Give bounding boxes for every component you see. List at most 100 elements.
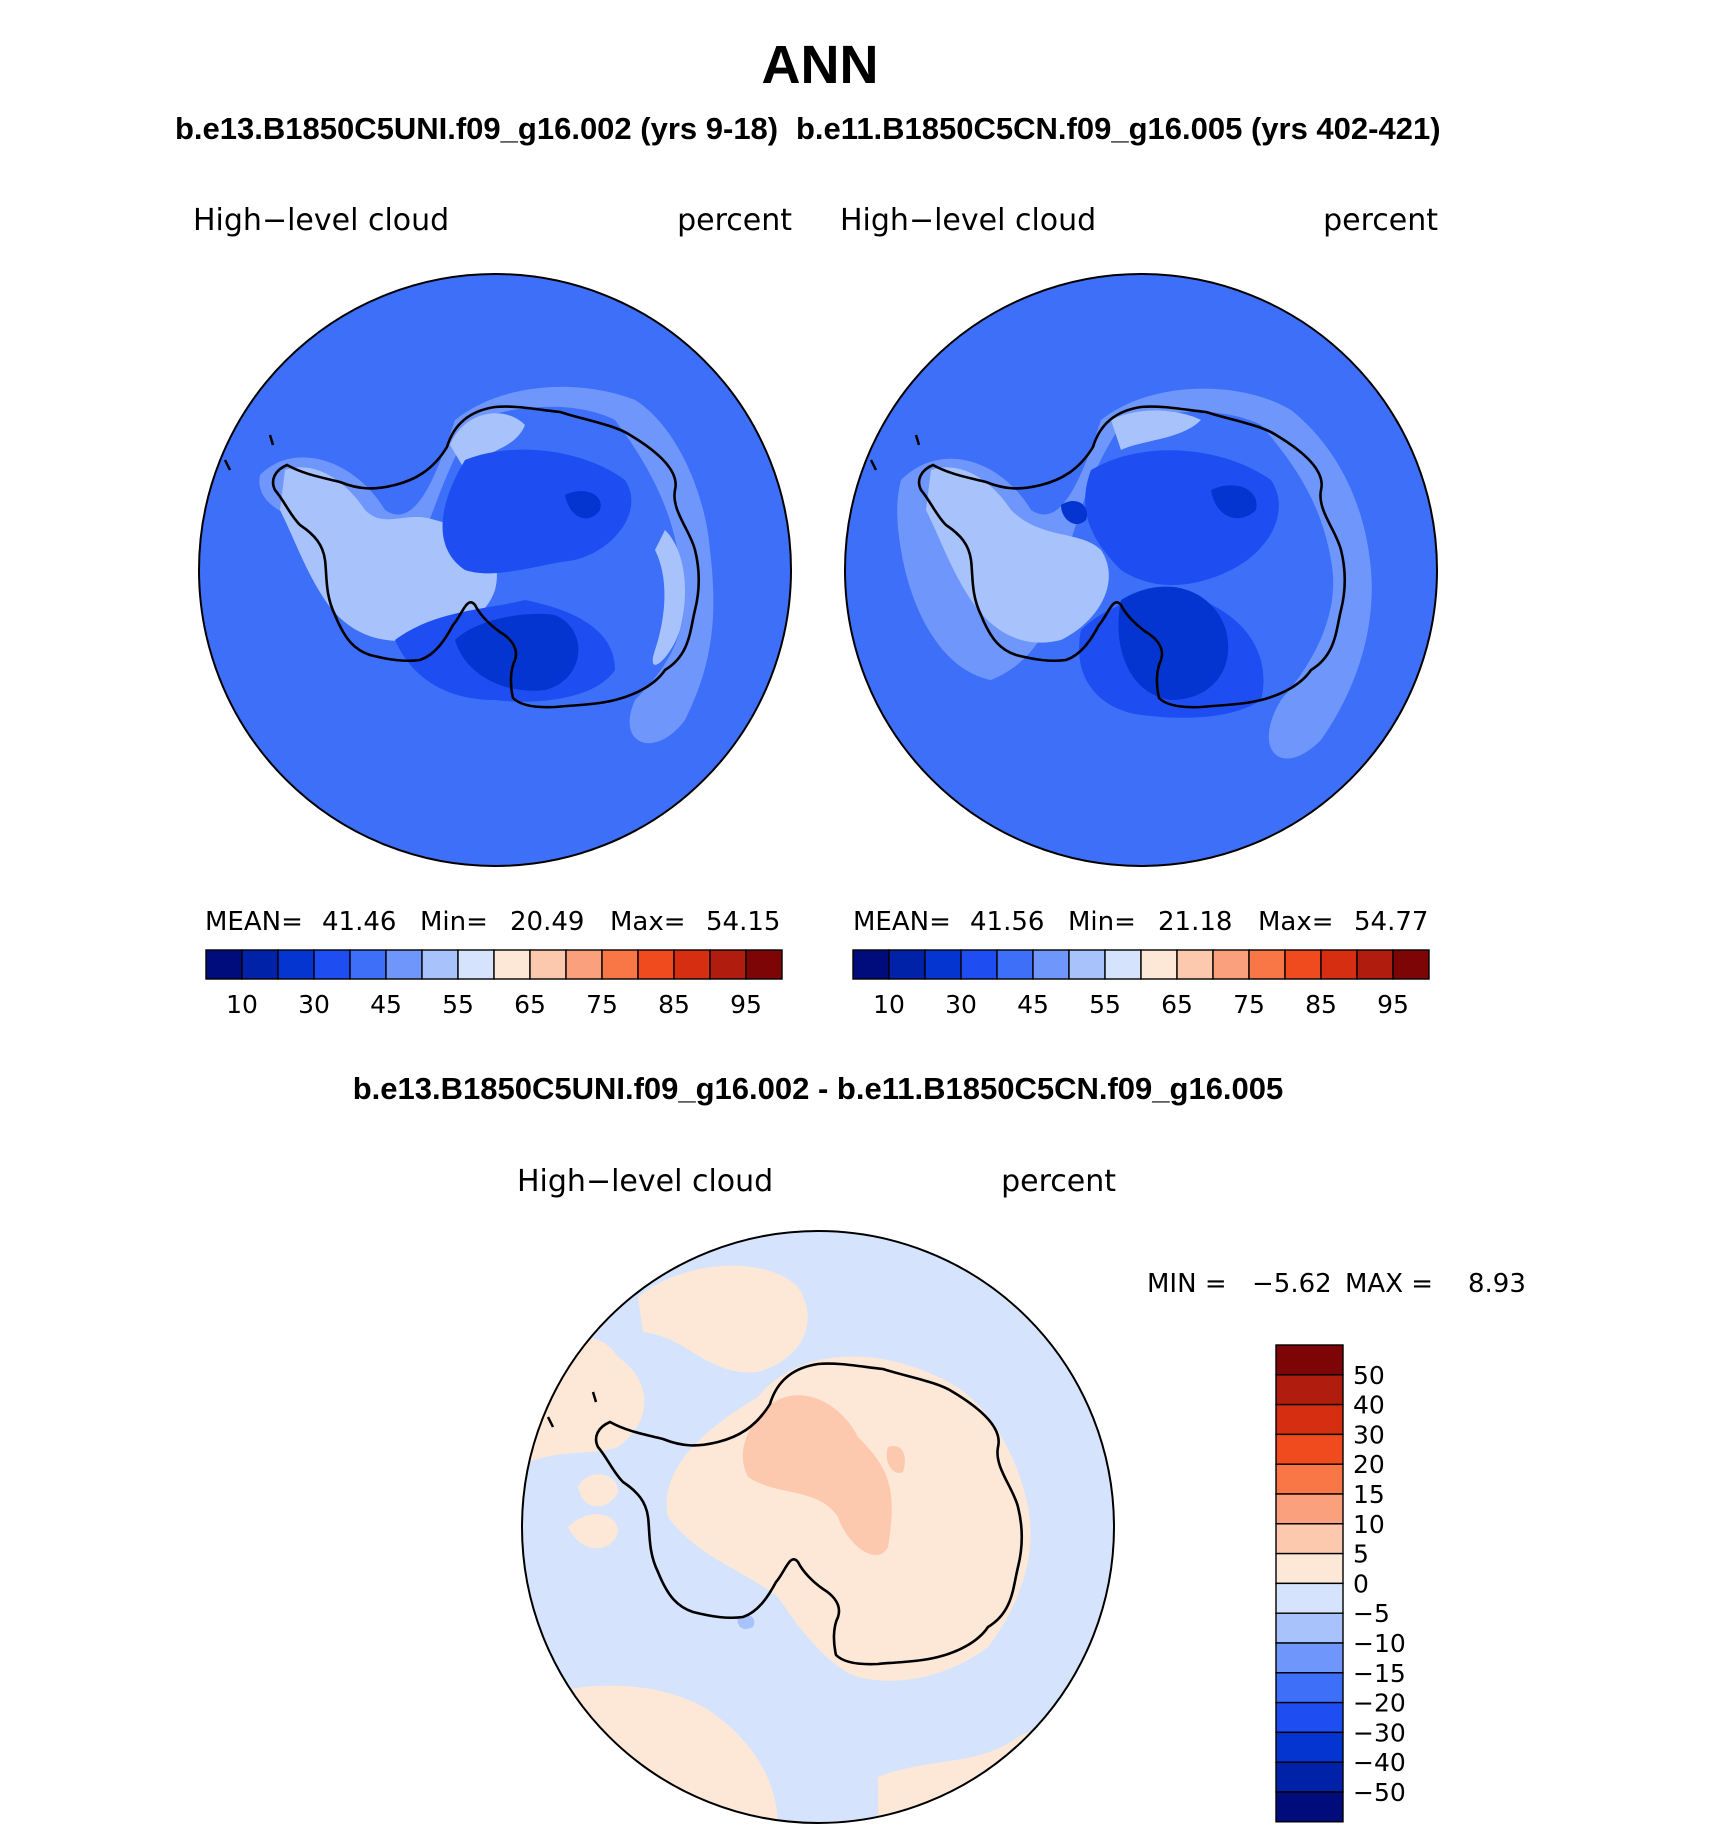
colorbar-swatch (1275, 1374, 1344, 1406)
colorbar-tick-label: −15 (1353, 1659, 1406, 1688)
contour-pos-north (638, 1265, 808, 1373)
panel-left-variable: High−level cloud (193, 203, 449, 238)
colorbar-swatch (1284, 949, 1322, 980)
stat-min-label: Min= (420, 907, 488, 937)
colorbar-tick-label: 95 (1377, 990, 1409, 1019)
colorbar-swatch (1275, 1731, 1344, 1763)
colorbar-swatch (1140, 949, 1178, 980)
contour-light-rim (652, 530, 685, 665)
colorbar-swatch (1176, 949, 1214, 980)
contour-darker-core (1118, 586, 1229, 700)
colorbar-swatch (1248, 949, 1286, 980)
colorbar-swatch (385, 949, 423, 980)
stat-min-value: 21.18 (1158, 907, 1232, 937)
stat-max-value: 54.15 (706, 907, 780, 937)
colorbar-tick-label: −10 (1353, 1629, 1406, 1658)
colorbar-tick-label: −20 (1353, 1689, 1406, 1718)
colorbar-swatch (1212, 949, 1250, 980)
panel-right-stats: MEAN= 41.56 Min= 21.18 Max= 54.77 (853, 907, 1428, 937)
colorbar-swatch (241, 949, 279, 980)
contour-light-peninsula (280, 467, 497, 641)
colorbar-swatch (852, 949, 890, 980)
colorbar-swatch (529, 949, 567, 980)
colorbar-swatch (1320, 949, 1358, 980)
colorbar-swatch (673, 949, 711, 980)
colorbar-swatch (1275, 1433, 1344, 1465)
colorbar-tick-label: 40 (1353, 1391, 1385, 1420)
globe-outline (521, 1230, 1115, 1824)
colorbar-tick-label: 65 (514, 990, 546, 1019)
colorbar-tick-label: −50 (1353, 1778, 1406, 1807)
colorbar-tick-label: 30 (298, 990, 330, 1019)
colorbar-tick-label: 45 (1017, 990, 1049, 1019)
stat-mean-value: 41.46 (322, 907, 396, 937)
colorbar-tick-label: 0 (1353, 1569, 1369, 1598)
panel-right-variable: High−level cloud (840, 203, 1096, 238)
contour-pos-blob (568, 1514, 618, 1549)
colorbar-swatch (421, 949, 459, 980)
figure-title: ANN (762, 35, 879, 95)
colorbar-swatch (745, 949, 783, 980)
panel-left-units: percent (677, 203, 792, 238)
colorbar-swatch (205, 949, 243, 980)
colorbar-left (205, 949, 783, 980)
colorbar-swatch (349, 949, 387, 980)
colorbar-swatch (1275, 1344, 1344, 1376)
colorbar-swatch (1275, 1552, 1344, 1585)
colorbar-tick-label: 95 (730, 990, 762, 1019)
diff-min-label: MIN = (1147, 1269, 1227, 1299)
stat-mean-label: MEAN= (853, 907, 951, 937)
contour-darker-east (1211, 485, 1257, 519)
colorbar-swatch (1068, 949, 1106, 980)
contour-neg2-spot (737, 1615, 755, 1629)
diff-units: percent (1001, 1164, 1116, 1199)
colorbar-swatch (1275, 1672, 1344, 1704)
colorbar-tick-label: 75 (586, 990, 618, 1019)
colorbar-swatch (565, 949, 603, 980)
panel-right-units: percent (1323, 203, 1438, 238)
contour-dark-plateau (1085, 450, 1279, 585)
colorbar-swatch (1392, 949, 1430, 980)
stat-max-label: Max= (610, 907, 686, 937)
colorbar-swatch (601, 949, 639, 980)
panel-difference: High−level cloud percent MIN = (517, 1164, 1526, 1824)
difference-title: b.e13.B1850C5UNI.f09_g16.002 - b.e11.B18… (353, 1071, 1284, 1106)
colorbar-swatch (1032, 949, 1070, 980)
colorbar-swatch (888, 949, 926, 980)
stat-mean-value: 41.56 (970, 907, 1044, 937)
colorbar-swatch (1275, 1612, 1344, 1644)
colorbar-tick-label: −5 (1353, 1599, 1390, 1628)
polar-map-left (198, 273, 792, 867)
colorbar-swatch (1356, 949, 1394, 980)
stat-min-label: Min= (1068, 907, 1136, 937)
contour-mid-ring (259, 386, 714, 744)
colorbar-swatch (1275, 1493, 1344, 1525)
colorbar-swatch (1275, 1642, 1344, 1674)
polar-map-right (844, 273, 1438, 867)
colorbar-tick-label: 85 (658, 990, 690, 1019)
contour-light-east (1111, 410, 1201, 450)
contour-dark-plateau (442, 449, 632, 574)
colorbar-swatch (709, 949, 747, 980)
colorbar-tick-label: 85 (1305, 990, 1337, 1019)
stat-max-value: 54.77 (1354, 907, 1428, 937)
colorbar-tick-label: 10 (873, 990, 905, 1019)
globe-outline (198, 273, 792, 867)
stat-max-label: Max= (1258, 907, 1334, 937)
colorbar-swatch (1275, 1403, 1344, 1436)
panel-left-stats: MEAN= 41.46 Min= 20.49 Max= 54.15 (205, 907, 780, 937)
colorbar-swatch (493, 949, 531, 980)
colorbar-right (852, 949, 1430, 980)
diff-variable: High−level cloud (517, 1164, 773, 1199)
colorbar-tick-label: 55 (1089, 990, 1121, 1019)
colorbar-tick-label: 30 (945, 990, 977, 1019)
colorbar-tick-label: 15 (1353, 1480, 1385, 1509)
colorbar-swatch (1104, 949, 1142, 980)
colorbar-swatch (1275, 1463, 1344, 1495)
island-marks (223, 434, 275, 471)
diff-minmax: MIN = −5.62 MAX = 8.93 (1147, 1269, 1526, 1299)
colorbar-tick-label: 20 (1353, 1450, 1385, 1479)
island-marks (546, 1391, 598, 1428)
colorbar-tick-label: −30 (1353, 1718, 1406, 1747)
